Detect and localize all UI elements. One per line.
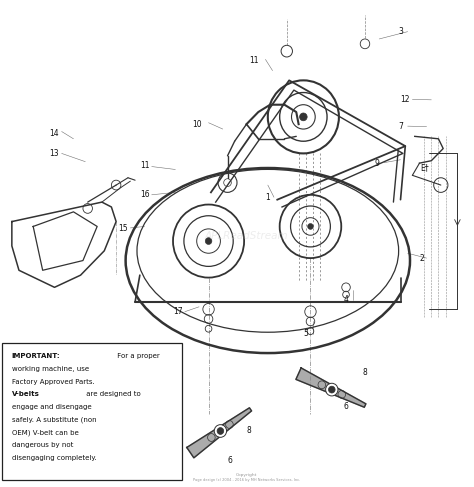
Polygon shape <box>187 408 252 458</box>
Text: disengaging completely.: disengaging completely. <box>12 455 97 461</box>
Text: 3: 3 <box>398 27 403 36</box>
Text: 8: 8 <box>363 368 367 377</box>
Text: safely. A substitute (non: safely. A substitute (non <box>12 416 97 423</box>
Text: Factory Approved Parts.: Factory Approved Parts. <box>12 379 95 385</box>
Text: Page design (c) 2004 - 2016 by MH Networks Services, Inc.: Page design (c) 2004 - 2016 by MH Networ… <box>193 478 300 482</box>
Circle shape <box>214 425 227 437</box>
Text: 17: 17 <box>173 307 182 316</box>
Text: are designed to: are designed to <box>84 392 141 397</box>
Circle shape <box>300 113 307 121</box>
Circle shape <box>217 428 224 434</box>
Text: 8: 8 <box>246 427 251 435</box>
Text: 10: 10 <box>192 120 201 129</box>
Text: dangerous by not: dangerous by not <box>12 442 73 448</box>
Text: 13: 13 <box>50 149 59 158</box>
Text: 16: 16 <box>140 190 149 199</box>
Text: working machine, use: working machine, use <box>12 366 89 372</box>
Text: 6: 6 <box>228 456 232 465</box>
Text: 4: 4 <box>344 295 348 304</box>
Text: For a proper: For a proper <box>115 354 160 359</box>
Circle shape <box>308 224 313 229</box>
Polygon shape <box>296 368 366 407</box>
Text: 11: 11 <box>249 56 258 65</box>
Text: IMPORTANT:: IMPORTANT: <box>12 354 61 359</box>
Text: 12: 12 <box>401 95 410 104</box>
Text: APLReadStream: APLReadStream <box>205 231 288 241</box>
Text: 5: 5 <box>303 329 308 338</box>
Circle shape <box>326 383 338 396</box>
Text: 2: 2 <box>419 254 424 262</box>
Text: OEM) V-belt can be: OEM) V-belt can be <box>12 429 79 436</box>
Circle shape <box>328 386 335 393</box>
Text: Copyright: Copyright <box>236 473 257 477</box>
Text: engage and disengage: engage and disengage <box>12 404 91 410</box>
Text: 7: 7 <box>398 122 403 131</box>
Text: 9: 9 <box>374 159 379 168</box>
Text: 14: 14 <box>50 130 59 138</box>
Text: 6: 6 <box>344 402 348 411</box>
Text: 11: 11 <box>140 161 149 170</box>
Text: V-belts: V-belts <box>12 392 40 397</box>
Text: 1: 1 <box>265 193 270 202</box>
Text: 15: 15 <box>118 225 128 233</box>
Text: E†: E† <box>420 164 428 172</box>
FancyBboxPatch shape <box>2 343 182 480</box>
Circle shape <box>205 238 212 244</box>
